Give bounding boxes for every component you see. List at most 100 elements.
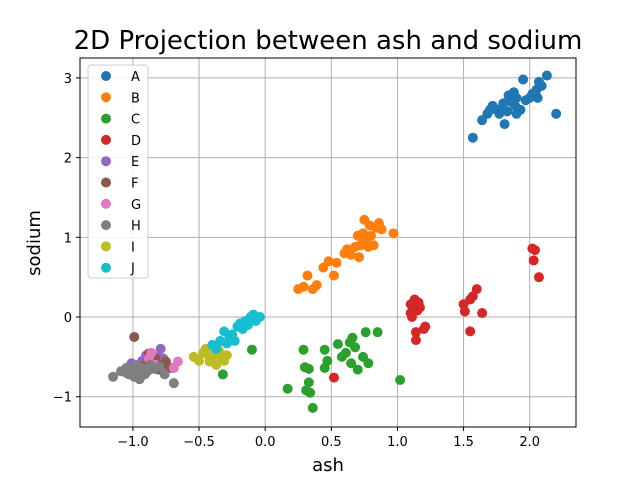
data-point (467, 132, 478, 143)
data-point (332, 339, 343, 350)
data-point (307, 402, 318, 413)
data-point (459, 306, 470, 317)
data-point (368, 240, 379, 251)
data-point (282, 383, 293, 394)
data-point (354, 252, 365, 263)
data-point (515, 104, 526, 115)
legend-marker (101, 220, 111, 231)
y-tick-label: 0 (64, 311, 72, 326)
data-point (246, 344, 257, 355)
data-point (499, 119, 510, 130)
data-point (331, 257, 342, 268)
data-point (511, 92, 522, 103)
data-point (211, 343, 222, 354)
legend-label: B (131, 91, 140, 106)
data-point (323, 256, 334, 267)
data-point (352, 364, 363, 375)
data-point (551, 108, 562, 119)
y-axis-label: sodium (24, 210, 45, 276)
legend-marker (101, 71, 111, 81)
data-point (471, 284, 482, 295)
data-point (420, 321, 431, 332)
data-point (350, 342, 361, 353)
data-point (305, 387, 316, 398)
series-c (217, 327, 406, 413)
data-point (303, 377, 314, 388)
series-b (293, 214, 399, 295)
data-point (410, 335, 421, 346)
data-point (346, 249, 357, 260)
data-point (302, 270, 313, 281)
data-point (129, 331, 140, 342)
y-tick-label: 1 (64, 231, 72, 246)
data-point (358, 228, 369, 239)
data-point (319, 344, 330, 355)
data-point (146, 347, 157, 358)
legend-marker (101, 177, 111, 188)
series-h (108, 359, 179, 389)
data-point (410, 327, 421, 338)
x-axis-ticks: −1.0 −0.5 0.0 0.5 1.0 1.5 2.0 (117, 427, 540, 450)
x-tick-label: 0.0 (255, 435, 276, 450)
chart-title: 2D Projection between ash and sodium (74, 26, 583, 56)
grid (80, 58, 576, 427)
legend-label: H (131, 219, 141, 234)
legend-label: E (131, 155, 139, 170)
legend-marker (101, 134, 111, 145)
data-point (311, 280, 322, 291)
legend-marker (101, 156, 111, 167)
legend-label: G (131, 198, 141, 213)
series-d (328, 243, 544, 383)
data-point (328, 372, 339, 383)
data-point (194, 355, 205, 366)
x-tick-label: −0.5 (183, 435, 215, 450)
data-point (502, 106, 513, 117)
data-point (303, 363, 314, 374)
legend-marker (101, 198, 111, 209)
data-point (360, 327, 371, 338)
data-point (168, 378, 179, 389)
data-point (536, 80, 547, 91)
x-tick-label: 0.5 (321, 435, 342, 450)
data-point (328, 270, 339, 281)
series-j (207, 309, 265, 354)
x-tick-label: 2.0 (519, 435, 540, 450)
data-point (541, 70, 552, 81)
data-point (155, 343, 166, 354)
data-point (498, 98, 509, 109)
data-point (172, 356, 183, 367)
x-tick-label: 1.5 (453, 435, 474, 450)
x-tick-label: 1.0 (387, 435, 408, 450)
legend-marker (101, 241, 111, 252)
data-point (108, 371, 119, 382)
x-tick-label: −1.0 (117, 435, 149, 450)
data-point (159, 369, 170, 380)
data-point (211, 359, 222, 370)
data-point (340, 347, 351, 358)
legend-marker (101, 262, 111, 273)
data-point (518, 74, 529, 85)
data-point (229, 335, 240, 346)
data-point (217, 369, 228, 380)
y-tick-label: 3 (64, 72, 72, 87)
data-point (465, 326, 476, 337)
data-point (221, 350, 232, 361)
legend-label: A (131, 70, 140, 85)
data-point (372, 327, 383, 338)
plot-frame (79, 57, 577, 428)
data-point (346, 358, 357, 369)
x-axis-label: ash (312, 455, 344, 476)
data-point (347, 332, 358, 343)
legend-marker (101, 113, 111, 124)
data-point (395, 374, 406, 385)
legend-label: C (131, 113, 140, 128)
data-point (376, 224, 387, 235)
data-point (533, 272, 544, 283)
data-point (529, 245, 540, 256)
data-point (477, 308, 488, 319)
legend-marker (101, 92, 111, 103)
series-a (467, 70, 562, 143)
data-point (388, 228, 399, 239)
